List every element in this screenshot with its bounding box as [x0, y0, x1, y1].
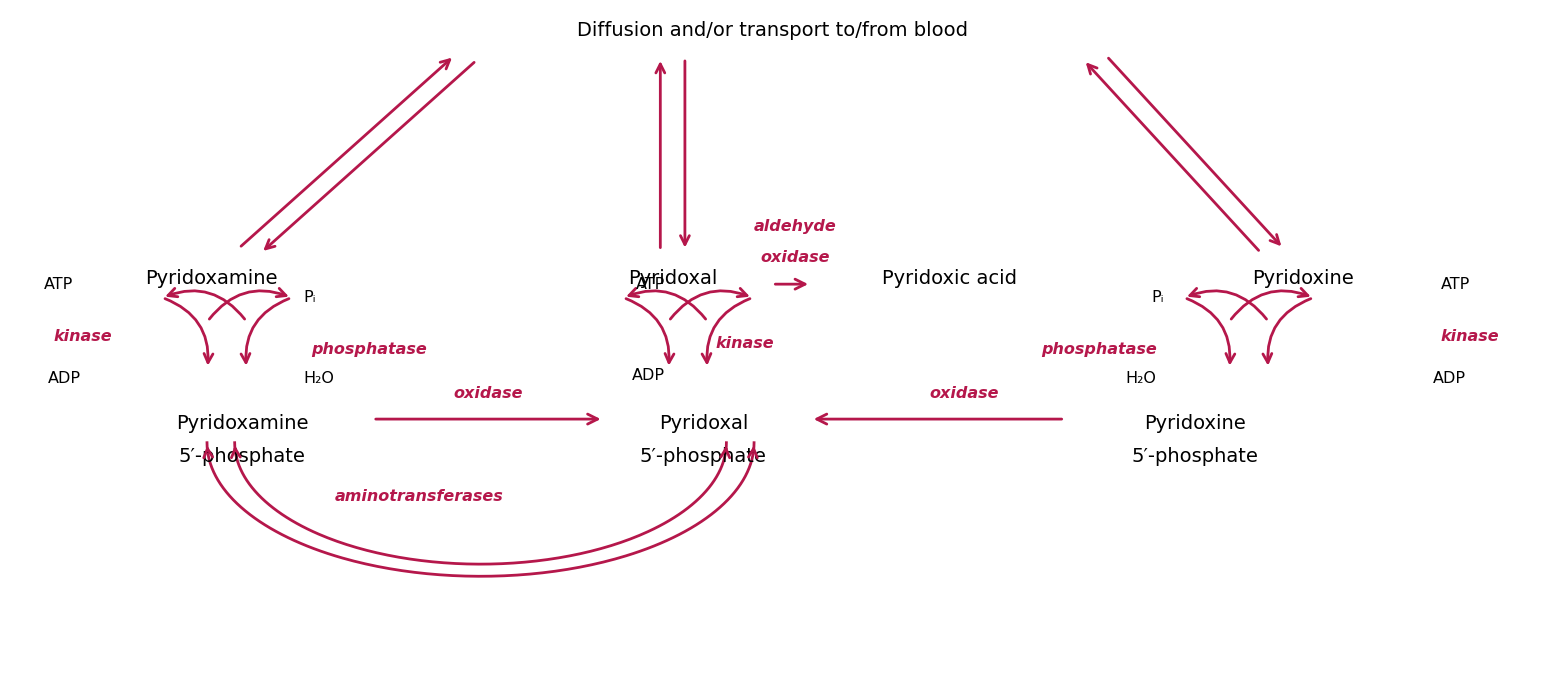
Text: oxidase: oxidase [930, 386, 1000, 401]
Text: Pyridoxine: Pyridoxine [1251, 268, 1353, 288]
Text: kinase: kinase [1441, 329, 1500, 344]
Text: ADP: ADP [48, 371, 80, 386]
Text: Pyridoxic acid: Pyridoxic acid [882, 268, 1017, 288]
Text: 5′-phosphate: 5′-phosphate [640, 447, 766, 466]
Text: phosphatase: phosphatase [312, 342, 428, 357]
Text: Pyridoxamine: Pyridoxamine [176, 414, 309, 432]
Text: kinase: kinase [715, 335, 774, 350]
Text: Pᵢ: Pᵢ [304, 290, 317, 305]
Text: aminotransferases: aminotransferases [335, 489, 504, 504]
Text: Pᵢ: Pᵢ [1151, 290, 1165, 305]
Text: oxidase: oxidase [454, 386, 522, 401]
Text: ADP: ADP [632, 367, 664, 382]
Text: Pyridoxamine: Pyridoxamine [145, 268, 278, 288]
Text: Pyridoxal: Pyridoxal [627, 268, 717, 288]
Text: ATP: ATP [1441, 277, 1471, 292]
Text: ATP: ATP [635, 277, 664, 292]
Text: Pyridoxal: Pyridoxal [658, 414, 748, 432]
Text: 5′-phosphate: 5′-phosphate [179, 447, 306, 466]
Text: H₂O: H₂O [1126, 371, 1157, 386]
Text: oxidase: oxidase [760, 250, 830, 265]
Text: 5′-phosphate: 5′-phosphate [1131, 447, 1259, 466]
Text: phosphatase: phosphatase [1041, 342, 1157, 357]
Text: kinase: kinase [53, 329, 111, 344]
Text: Pyridoxine: Pyridoxine [1145, 414, 1245, 432]
Text: ADP: ADP [1434, 371, 1466, 386]
Text: H₂O: H₂O [304, 371, 335, 386]
Text: Diffusion and/or transport to/from blood: Diffusion and/or transport to/from blood [576, 21, 969, 40]
Text: aldehyde: aldehyde [754, 219, 837, 234]
Text: ATP: ATP [45, 277, 73, 292]
